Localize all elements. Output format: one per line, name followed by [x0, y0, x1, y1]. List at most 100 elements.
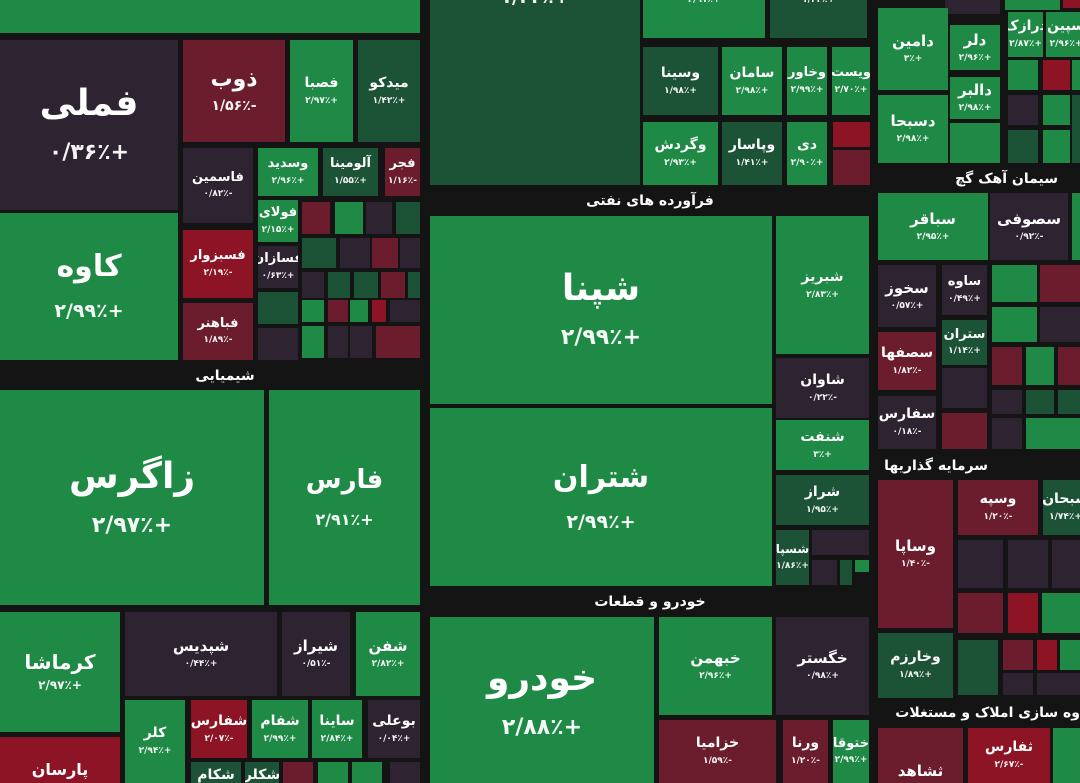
stock-tile[interactable]: سفارس -۰/۱۸٪	[878, 396, 936, 449]
stock-tile[interactable]: پارسان	[0, 737, 120, 783]
treemap-cell[interactable]	[400, 238, 420, 268]
treemap-cell[interactable]	[1072, 60, 1080, 90]
stock-tile[interactable]: شیراز -۰/۵۱٪	[282, 612, 350, 696]
stock-tile[interactable]: ساوه +۰/۴۹٪	[942, 265, 987, 315]
treemap-cell[interactable]	[1040, 265, 1080, 302]
treemap-cell[interactable]	[390, 762, 420, 783]
treemap-cell[interactable]	[1026, 418, 1080, 449]
stock-tile[interactable]: فسازان +۰/۶۳٪	[258, 246, 298, 288]
stock-tile[interactable]: آلومینا +۱/۵۵٪	[323, 148, 378, 196]
treemap-cell[interactable]	[958, 640, 998, 695]
stock-tile[interactable]: شفارس -۲/۰۷٪	[191, 700, 247, 758]
treemap-cell[interactable]	[354, 272, 378, 298]
treemap-cell[interactable]	[1043, 95, 1070, 125]
treemap-cell[interactable]	[318, 762, 348, 783]
stock-tile[interactable]: سبحان +۱/۷۴٪	[1043, 480, 1080, 535]
treemap-cell[interactable]	[1043, 130, 1070, 163]
stock-tile[interactable]: +۰/۴۱٪	[945, 0, 1000, 14]
treemap-cell[interactable]	[258, 328, 298, 360]
stock-tile[interactable]: سخوز +۰/۵۷٪	[878, 265, 936, 327]
stock-tile[interactable]	[0, 0, 420, 33]
treemap-cell[interactable]	[258, 292, 298, 324]
stock-tile[interactable]: کرماشا +۲/۹۷٪	[0, 612, 120, 732]
treemap-cell[interactable]	[812, 560, 837, 585]
stock-tile[interactable]: ختوقا +۲/۹۹٪	[833, 720, 869, 783]
stock-tile[interactable]: شتران +۲/۹۹٪	[430, 408, 772, 586]
stock-tile[interactable]: دلر +۲/۹۶٪	[950, 25, 1000, 70]
stock-tile[interactable]: +۱/۲۳٪	[770, 0, 867, 38]
stock-tile[interactable]: خگستر +۰/۹۸٪	[776, 617, 869, 715]
treemap-cell[interactable]	[1058, 347, 1080, 385]
stock-tile[interactable]: سپین +۲/۹۶٪	[1046, 12, 1080, 57]
treemap-cell[interactable]	[302, 326, 324, 358]
treemap-cell[interactable]	[328, 272, 350, 298]
treemap-cell[interactable]	[992, 418, 1022, 449]
treemap-cell[interactable]	[376, 326, 420, 358]
stock-tile[interactable]: فملی +۰/۳۶٪	[0, 40, 178, 210]
stock-tile[interactable]: شفن +۲/۸۲٪	[356, 612, 420, 696]
treemap-cell[interactable]	[302, 272, 324, 298]
stock-tile[interactable]: فسبزوار -۲/۱۹٪	[183, 230, 253, 298]
stock-tile[interactable]: وخاور +۲/۹۹٪	[787, 47, 827, 115]
stock-tile[interactable]: فاسمین -۰/۸۲٪	[183, 148, 253, 223]
stock-tile[interactable]: شکام	[191, 762, 241, 783]
treemap-cell[interactable]	[283, 762, 313, 783]
stock-tile[interactable]: ثشاهد	[878, 728, 963, 783]
treemap-cell[interactable]	[1042, 593, 1080, 633]
treemap-cell[interactable]	[855, 560, 869, 572]
treemap-cell[interactable]	[1040, 307, 1080, 342]
treemap-cell[interactable]	[372, 300, 386, 322]
stock-tile[interactable]: ساینا +۲/۸۴٪	[312, 700, 362, 758]
treemap-cell[interactable]	[1058, 390, 1080, 414]
treemap-cell[interactable]	[1053, 728, 1080, 783]
stock-tile[interactable]: شکلر	[245, 762, 279, 783]
stock-tile[interactable]: خبهمن +۲/۹۶٪	[659, 617, 772, 715]
stock-tile[interactable]: شنفت +۳٪	[776, 420, 869, 470]
treemap-cell[interactable]	[302, 300, 324, 322]
treemap-cell[interactable]	[352, 762, 382, 783]
stock-tile[interactable]: شپنا +۲/۹۹٪	[430, 216, 772, 404]
treemap-cell[interactable]	[302, 238, 336, 268]
treemap-cell[interactable]	[1005, 0, 1060, 10]
stock-tile[interactable]: زاگرس +۲/۹۷٪	[0, 390, 264, 605]
treemap-cell[interactable]	[350, 300, 368, 322]
treemap-cell[interactable]	[372, 238, 398, 268]
treemap-cell[interactable]	[381, 272, 405, 298]
treemap-cell[interactable]	[408, 272, 420, 298]
treemap-cell[interactable]	[1008, 95, 1038, 125]
treemap-cell[interactable]	[833, 122, 870, 147]
treemap-cell[interactable]	[812, 530, 869, 555]
treemap-cell[interactable]	[328, 326, 348, 358]
treemap-cell[interactable]	[1008, 60, 1038, 90]
stock-tile[interactable]: فجر -۱/۱۶٪	[385, 148, 420, 196]
stock-tile[interactable]: وپاسار +۱/۴۱٪	[722, 122, 782, 185]
treemap-cell[interactable]	[992, 307, 1037, 342]
treemap-cell[interactable]	[1026, 347, 1054, 385]
stock-tile[interactable]: وخارزم +۱/۸۹٪	[878, 633, 953, 698]
treemap-cell[interactable]	[366, 202, 392, 234]
treemap-cell[interactable]	[942, 413, 987, 449]
treemap-cell[interactable]	[335, 202, 363, 234]
treemap-cell[interactable]	[340, 238, 370, 268]
stock-tile[interactable]: شفام +۲/۹۹٪	[252, 700, 308, 758]
stock-tile[interactable]: فباهنر -۱/۸۹٪	[183, 303, 253, 360]
stock-tile[interactable]: وسدید +۲/۹۶٪	[258, 148, 318, 196]
treemap-cell[interactable]	[840, 560, 852, 585]
stock-tile[interactable]: میدکو +۱/۴۲٪	[358, 40, 420, 142]
treemap-cell[interactable]	[958, 593, 1003, 633]
treemap-cell[interactable]	[1063, 0, 1080, 8]
stock-tile[interactable]: وسینا +۱/۹۸٪	[643, 47, 718, 115]
stock-tile[interactable]: شبریز +۲/۸۳٪	[776, 216, 869, 354]
treemap-cell[interactable]	[950, 123, 1000, 163]
stock-tile[interactable]: سامان +۲/۹۸٪	[722, 47, 782, 115]
stock-tile[interactable]: کاوه +۲/۹۹٪	[0, 213, 178, 360]
stock-tile[interactable]: فارس +۲/۹۱٪	[269, 390, 420, 605]
treemap-cell[interactable]	[942, 368, 987, 408]
stock-tile[interactable]: وگردش +۲/۹۳٪	[643, 122, 718, 185]
treemap-cell[interactable]	[390, 300, 420, 322]
treemap-cell[interactable]	[1026, 390, 1054, 414]
stock-tile[interactable]: شراز +۱/۹۵٪	[776, 475, 869, 525]
stock-tile[interactable]: فصبا +۲/۹۷٪	[290, 40, 353, 142]
treemap-cell[interactable]	[1008, 593, 1038, 633]
stock-tile[interactable]: +۲/۹۱٪	[643, 0, 765, 38]
